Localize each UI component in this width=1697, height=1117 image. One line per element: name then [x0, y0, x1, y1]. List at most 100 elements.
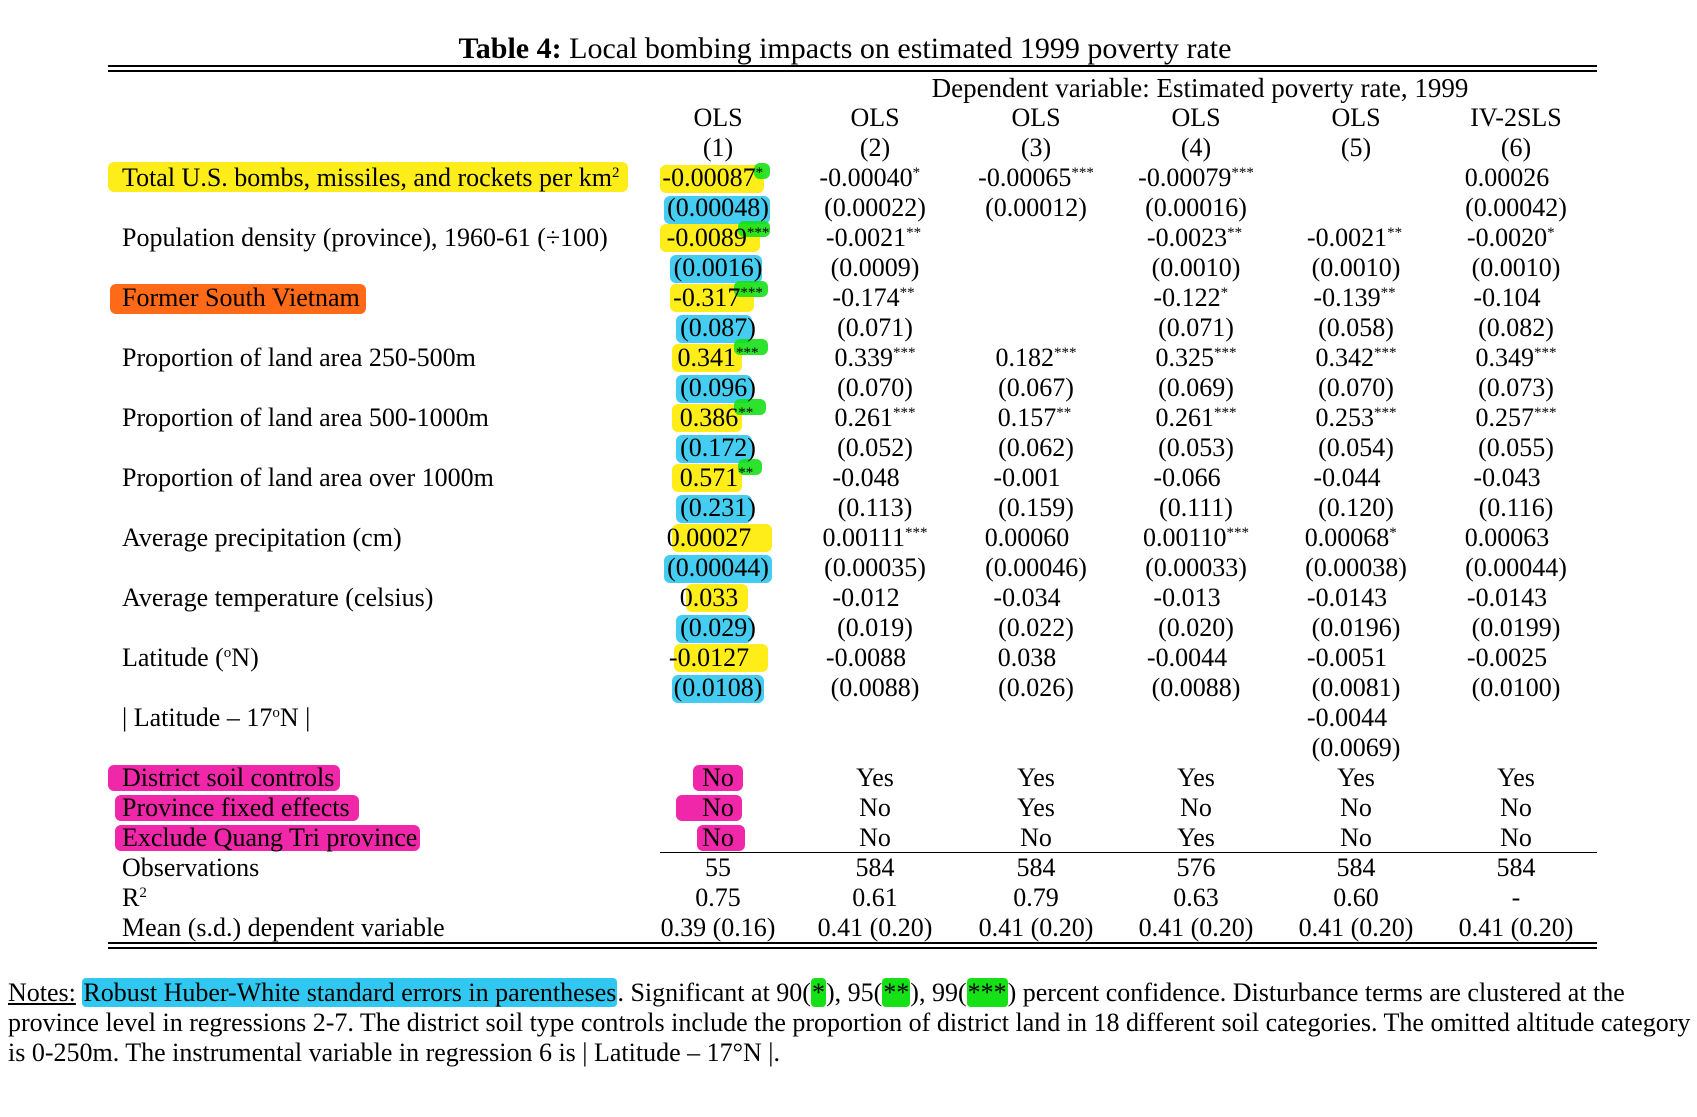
standard-error-cell: (0.026) — [998, 673, 1074, 702]
standard-error-cell: (0.0016) — [673, 253, 763, 282]
control-value: Yes — [1337, 763, 1375, 792]
standard-error-cell: (0.00042) — [1465, 193, 1567, 222]
standard-error-cell: (0.0069) — [1311, 733, 1401, 762]
significance-stars: ** — [1380, 285, 1396, 301]
standard-error-cell: (0.00035) — [824, 553, 926, 582]
coefficient-cell: -0.013 — [1153, 583, 1221, 612]
standard-error-cell: (0.0196) — [1311, 613, 1401, 642]
dependent-variable-header: Dependent variable: Estimated poverty ra… — [931, 73, 1469, 103]
se-highlight-3 — [676, 315, 752, 343]
coefficient-cell: -0.122* — [1153, 283, 1238, 313]
significance-stars: ** — [1056, 405, 1072, 421]
stat-value: 584 — [1336, 853, 1376, 882]
control-value: No — [1500, 823, 1532, 852]
standard-error-cell: (0.069) — [1158, 373, 1234, 402]
column-number-3: (3) — [1020, 133, 1052, 162]
standard-error-cell: (0.070) — [837, 373, 913, 402]
column-method-6: IV-2SLS — [1470, 103, 1562, 132]
coefficient-cell: -0.0023** — [1147, 223, 1245, 253]
significance-stars: ** — [738, 465, 754, 481]
coefficient-cell: -0.012 — [832, 583, 900, 612]
standard-error-cell: (0.070) — [1318, 373, 1394, 402]
coefficient-cell: 0.386** — [680, 403, 757, 433]
control-value: No — [702, 793, 734, 822]
standard-error-cell: (0.054) — [1318, 433, 1394, 462]
coefficient-cell: -0.0044 — [1306, 703, 1388, 732]
significance-stars: * — [1220, 285, 1229, 301]
standard-error-cell: (0.062) — [998, 433, 1074, 462]
coefficient-cell: -0.0021** — [1307, 223, 1405, 253]
notes-sig-a: . Significant at 90( — [617, 978, 811, 1007]
coefficient-cell: -0.00040* — [819, 163, 930, 193]
coefficient-cell: -0.174** — [832, 283, 917, 313]
column-number-2: (2) — [859, 133, 891, 162]
standard-error-cell: (0.231) — [680, 493, 756, 522]
row-label: Average precipitation (cm) — [122, 523, 402, 552]
standard-error-cell: (0.00038) — [1305, 553, 1407, 582]
coefficient-cell: -0.0143 — [1466, 583, 1548, 612]
coefficient-cell: -0.001 — [993, 463, 1061, 492]
control-value: No — [1180, 793, 1212, 822]
coefficient-cell: -0.066 — [1153, 463, 1221, 492]
coefficient-cell: 0.00068* — [1305, 523, 1408, 553]
no-highlight-2 — [676, 795, 742, 821]
control-value: Yes — [1017, 793, 1055, 822]
coefficient-cell: 0.253*** — [1316, 403, 1397, 433]
significance-stars: *** — [1054, 345, 1077, 361]
coefficient-cell: 0.257*** — [1476, 403, 1557, 433]
coefficient-cell: -0.0143 — [1306, 583, 1388, 612]
significance-stars: *** — [1071, 165, 1094, 181]
se-highlight-1 — [664, 196, 770, 224]
stat-value: 584 — [1016, 853, 1056, 882]
control-label: District soil controls — [122, 763, 335, 792]
label-highlight-soil — [108, 765, 340, 791]
coefficient-cell: 0.00063 — [1464, 523, 1550, 552]
standard-error-cell: (0.055) — [1478, 433, 1554, 462]
star-highlight-2 — [738, 221, 770, 237]
coefficient-cell: 0.261*** — [835, 403, 916, 433]
control-value: Yes — [1177, 763, 1215, 792]
standard-error-cell: (0.029) — [680, 613, 756, 642]
stat-label: Observations — [122, 853, 260, 882]
control-label: Exclude Quang Tri province — [122, 823, 418, 852]
stat-value: 584 — [855, 853, 895, 882]
coefficient-cell: 0.00111*** — [822, 523, 927, 553]
no-highlight-3 — [697, 825, 745, 851]
coefficient-cell: -0.0021** — [826, 223, 924, 253]
coefficient-cell: -0.00079*** — [1138, 163, 1254, 193]
coefficient-cell: 0.349*** — [1476, 343, 1557, 373]
notes-star-1: * — [810, 978, 826, 1007]
control-value: No — [859, 793, 891, 822]
coefficient-cell: -0.0020* — [1467, 223, 1565, 253]
standard-error-cell: (0.0100) — [1471, 673, 1561, 702]
control-value: Yes — [856, 763, 894, 792]
significance-stars: *** — [1226, 525, 1250, 541]
notes-line-3: is 0-250m. The instrumental variable in … — [8, 1038, 781, 1067]
row-label: Population density (province), 1960-61 (… — [122, 223, 608, 252]
row-label: Proportion of land area over 1000m — [122, 463, 494, 492]
coefficient-cell: -0.034 — [993, 583, 1061, 612]
coef-highlight-7 — [672, 524, 772, 552]
standard-error-cell: (0.00012) — [985, 193, 1087, 222]
label-superscript: o — [272, 705, 280, 721]
coefficient-cell: -0.0127 — [668, 643, 750, 672]
standard-error-cell: (0.0081) — [1311, 673, 1401, 702]
label-highlight-south-vietnam — [110, 284, 366, 314]
table-notes: Notes: Robust Huber-White standard error… — [8, 978, 1697, 1068]
stat-label: R2 — [122, 883, 147, 912]
row-label: | Latitude – 17oN | — [122, 703, 311, 732]
standard-error-cell: (0.00016) — [1145, 193, 1247, 222]
column-number-1: (1) — [702, 133, 734, 162]
coefficient-cell: 0.325*** — [1156, 343, 1237, 373]
control-value: No — [1340, 793, 1372, 822]
significance-stars: * — [1389, 525, 1397, 541]
significance-stars: *** — [1374, 405, 1397, 421]
standard-error-cell: (0.019) — [837, 613, 913, 642]
standard-error-cell: (0.082) — [1478, 313, 1554, 342]
stat-value: 0.60 — [1333, 883, 1379, 912]
control-value: No — [1020, 823, 1052, 852]
coefficient-cell: 0.342*** — [1316, 343, 1397, 373]
row-label: Proportion of land area 500-1000m — [122, 403, 489, 432]
coef-highlight-8 — [686, 584, 748, 612]
